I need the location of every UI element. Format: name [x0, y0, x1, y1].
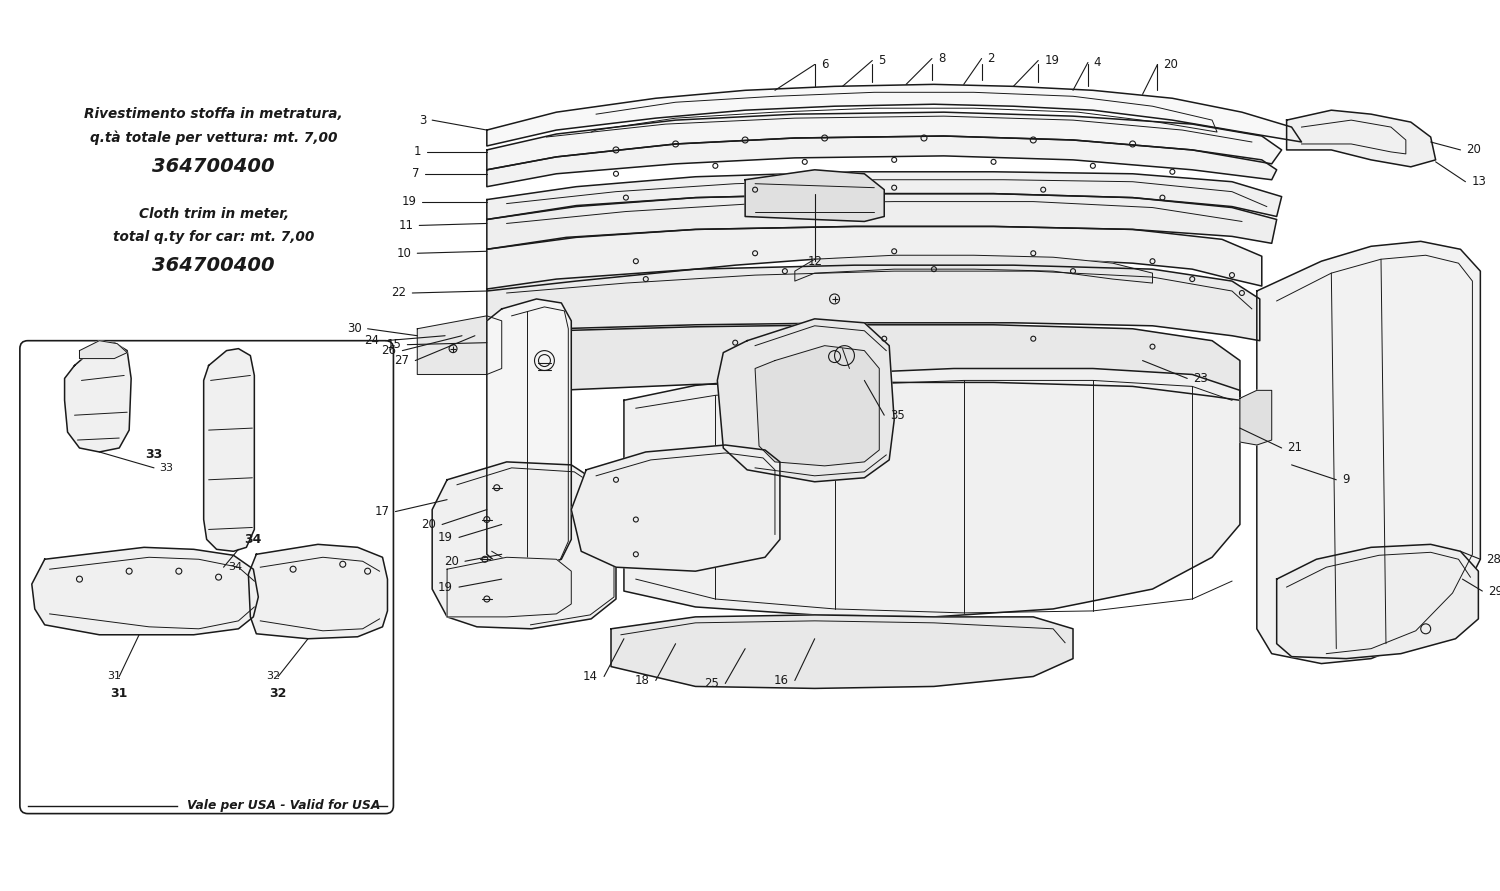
Polygon shape — [488, 85, 1302, 146]
Text: 13: 13 — [1472, 176, 1486, 188]
Polygon shape — [32, 547, 258, 634]
Text: total q.ty for car: mt. 7,00: total q.ty for car: mt. 7,00 — [112, 231, 315, 244]
Text: 30: 30 — [346, 323, 362, 335]
Polygon shape — [572, 445, 780, 571]
Polygon shape — [488, 226, 1262, 291]
Text: 27: 27 — [394, 354, 410, 367]
Text: 2: 2 — [987, 52, 994, 65]
Text: 9: 9 — [1342, 473, 1350, 486]
Text: 11: 11 — [399, 219, 414, 232]
Text: 33: 33 — [159, 462, 172, 473]
Text: 19: 19 — [438, 531, 453, 544]
Text: 364700400: 364700400 — [153, 158, 274, 176]
Text: 32: 32 — [266, 672, 280, 682]
Text: 34: 34 — [228, 562, 243, 572]
Text: 19: 19 — [438, 581, 453, 593]
Text: 7: 7 — [413, 168, 420, 180]
Polygon shape — [795, 255, 1152, 283]
Text: 24: 24 — [364, 334, 380, 347]
Text: 22: 22 — [392, 287, 406, 299]
Polygon shape — [488, 136, 1276, 187]
Text: 19: 19 — [1044, 54, 1059, 67]
Text: 14: 14 — [584, 670, 598, 683]
Text: 21: 21 — [1287, 441, 1302, 454]
Polygon shape — [64, 343, 130, 452]
Text: 26: 26 — [381, 344, 396, 357]
Text: 25: 25 — [705, 677, 720, 690]
Text: 3: 3 — [419, 114, 426, 127]
Polygon shape — [488, 112, 1281, 170]
Text: 1: 1 — [414, 145, 422, 159]
Text: 8: 8 — [938, 52, 945, 65]
Text: 33: 33 — [146, 448, 162, 462]
Text: 20: 20 — [422, 518, 436, 531]
Text: q.tà totale per vettura: mt. 7,00: q.tà totale per vettura: mt. 7,00 — [90, 131, 338, 145]
Text: 34: 34 — [244, 533, 262, 546]
Polygon shape — [249, 544, 387, 639]
Polygon shape — [432, 462, 616, 629]
Text: 17: 17 — [375, 505, 390, 518]
Text: 19: 19 — [402, 195, 417, 208]
Polygon shape — [624, 369, 1240, 617]
Text: Vale per USA - Valid for USA: Vale per USA - Valid for USA — [188, 799, 380, 813]
Text: 20: 20 — [444, 555, 459, 568]
Text: 23: 23 — [1192, 372, 1208, 385]
Text: 31: 31 — [108, 672, 122, 682]
Polygon shape — [717, 319, 894, 482]
Polygon shape — [417, 315, 501, 374]
Text: 5: 5 — [879, 54, 885, 67]
Polygon shape — [754, 346, 879, 466]
Polygon shape — [447, 557, 572, 617]
Text: 28: 28 — [1486, 552, 1500, 566]
Polygon shape — [80, 340, 128, 358]
Polygon shape — [1276, 544, 1479, 658]
Text: 31: 31 — [111, 687, 128, 700]
FancyBboxPatch shape — [20, 340, 393, 813]
Polygon shape — [488, 299, 572, 569]
Text: 4: 4 — [1094, 56, 1101, 69]
Polygon shape — [488, 266, 1260, 340]
Text: 12: 12 — [807, 255, 822, 267]
Polygon shape — [746, 170, 884, 222]
Polygon shape — [204, 348, 255, 552]
Polygon shape — [488, 325, 1240, 400]
Text: 364700400: 364700400 — [153, 256, 274, 274]
Text: Rivestimento stoffa in metratura,: Rivestimento stoffa in metratura, — [84, 107, 344, 121]
Text: 32: 32 — [270, 687, 286, 700]
Polygon shape — [1257, 241, 1480, 664]
Polygon shape — [610, 615, 1072, 689]
Polygon shape — [488, 172, 1281, 219]
Text: 6: 6 — [821, 58, 828, 71]
Polygon shape — [1287, 110, 1436, 167]
Text: 20: 20 — [1467, 143, 1482, 157]
Text: 16: 16 — [774, 674, 789, 687]
Text: 20: 20 — [1164, 58, 1179, 71]
Polygon shape — [1240, 390, 1272, 445]
Text: 35: 35 — [890, 409, 904, 421]
Text: 29: 29 — [1488, 584, 1500, 598]
Text: 15: 15 — [387, 339, 402, 351]
Polygon shape — [488, 193, 1276, 249]
Text: 10: 10 — [396, 247, 411, 260]
Text: 18: 18 — [634, 674, 650, 687]
Text: Cloth trim in meter,: Cloth trim in meter, — [138, 207, 288, 220]
